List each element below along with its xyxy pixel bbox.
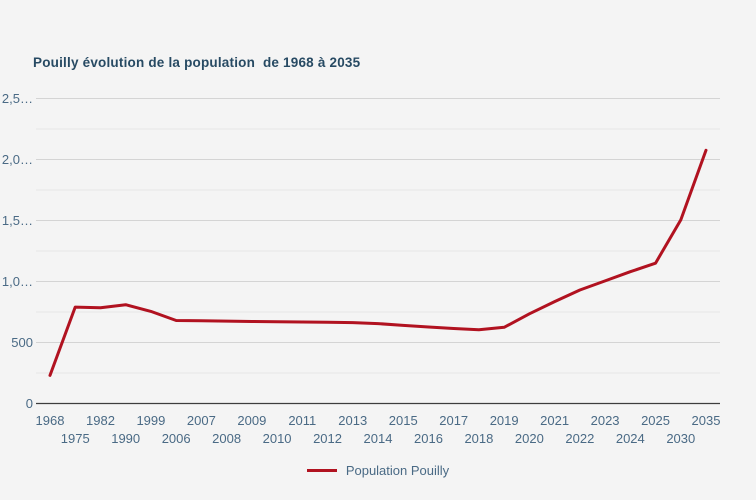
x-tick-label: 2009 <box>237 413 266 428</box>
x-tick-label: 2020 <box>515 431 544 446</box>
line-chart-plot-area: 0 500 1,0… 1,5… 2,0… 2,5… 1968 1975 1982 1990 1999… <box>2 91 721 446</box>
x-tick-label: 1982 <box>86 413 115 428</box>
x-tick-label: 2006 <box>162 431 191 446</box>
x-tick-label: 2012 <box>313 431 342 446</box>
x-tick-label: 1990 <box>111 431 140 446</box>
x-tick-label: 2021 <box>540 413 569 428</box>
x-tick-label: 2013 <box>338 413 367 428</box>
x-tick-label: 2024 <box>616 431 645 446</box>
x-tick-label: 1975 <box>61 431 90 446</box>
x-tick-label: 2011 <box>288 413 316 428</box>
y-tick-label: 1,0… <box>2 274 33 289</box>
y-tick-label: 2,5… <box>2 91 33 106</box>
legend[interactable]: Population Pouilly <box>0 463 756 478</box>
x-tick-label: 1999 <box>136 413 165 428</box>
x-tick-label: 1968 <box>36 413 65 428</box>
x-tick-label: 2018 <box>464 431 493 446</box>
legend-series-label: Population Pouilly <box>345 463 450 478</box>
x-tick-label: 2010 <box>263 431 292 446</box>
population-series-line[interactable] <box>48 148 708 377</box>
y-tick-label: 2,0… <box>2 152 33 167</box>
legend-line-swatch-icon <box>306 469 337 472</box>
x-tick-label: 2017 <box>439 413 468 428</box>
x-tick-label: 2030 <box>666 431 695 446</box>
y-tick-label: 1,5… <box>2 213 33 228</box>
x-tick-label: 2015 <box>389 413 418 428</box>
x-tick-label: 2035 <box>692 413 721 428</box>
x-tick-label: 2022 <box>565 431 594 446</box>
x-tick-label: 2025 <box>641 413 670 428</box>
x-tick-label: 2016 <box>414 431 443 446</box>
y-tick-label: 0 <box>26 396 33 411</box>
y-tick-label: 500 <box>11 335 33 350</box>
x-tick-label: 2008 <box>212 431 241 446</box>
x-tick-label: 2019 <box>490 413 519 428</box>
x-tick-label: 2014 <box>364 431 393 446</box>
x-tick-label: 2007 <box>187 413 216 428</box>
x-tick-label: 2023 <box>591 413 620 428</box>
chart-title: Pouilly évolution de la population de 19… <box>33 55 361 70</box>
